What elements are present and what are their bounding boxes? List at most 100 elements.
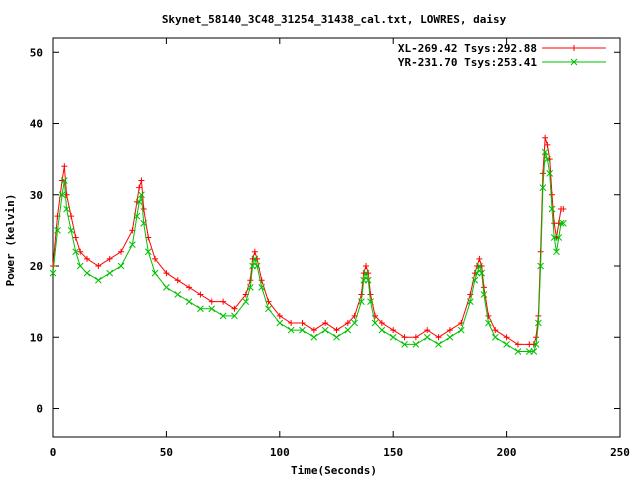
data-point xyxy=(557,219,565,227)
data-point xyxy=(50,263,56,269)
data-point xyxy=(106,269,114,277)
data-point xyxy=(76,262,84,270)
data-point xyxy=(136,184,143,191)
data-point xyxy=(321,326,329,334)
data-point xyxy=(117,262,125,270)
axis-ticks: 0 50 100 150 200 250 0 10 20 30 40 50 xyxy=(30,38,630,459)
data-point xyxy=(72,248,80,256)
data-point xyxy=(197,291,204,298)
data-point xyxy=(133,212,141,220)
data-point xyxy=(251,248,258,255)
data-point xyxy=(457,326,465,334)
data-point xyxy=(251,255,259,263)
data-point xyxy=(163,284,170,291)
data-point xyxy=(372,312,379,319)
data-point xyxy=(299,326,306,334)
data-point xyxy=(247,277,254,284)
series-line xyxy=(52,151,564,352)
data-point xyxy=(58,191,66,199)
data-point xyxy=(288,320,295,326)
data-point xyxy=(492,327,499,334)
data-point xyxy=(537,262,544,270)
data-point xyxy=(351,319,358,327)
data-point xyxy=(371,319,379,327)
x-tick-label: 150 xyxy=(383,446,403,459)
data-point xyxy=(389,333,397,341)
data-point xyxy=(560,206,567,212)
y-tick-label: 50 xyxy=(30,46,43,59)
data-point xyxy=(95,263,102,269)
data-point xyxy=(478,269,486,277)
data-point xyxy=(548,205,556,213)
data-point xyxy=(265,305,272,313)
data-point xyxy=(144,248,152,256)
data-point xyxy=(466,298,474,305)
data-point xyxy=(412,341,420,348)
data-point xyxy=(310,327,317,334)
data-point xyxy=(72,234,79,241)
data-point xyxy=(446,327,453,334)
data-point xyxy=(68,213,75,220)
data-point xyxy=(367,291,374,298)
data-point xyxy=(344,320,351,326)
data-point xyxy=(514,348,522,355)
data-point xyxy=(54,227,61,234)
data-point xyxy=(63,191,70,198)
data-point xyxy=(60,177,68,184)
data-point xyxy=(333,327,340,334)
data-point xyxy=(231,312,238,320)
data-point xyxy=(390,327,397,334)
data-point xyxy=(140,206,147,212)
data-point xyxy=(364,276,372,284)
x-tick-label: 200 xyxy=(497,446,517,459)
y-tick-label: 30 xyxy=(30,189,43,202)
data-point xyxy=(503,341,510,348)
data-point xyxy=(435,334,442,341)
data-point xyxy=(208,298,215,305)
legend-marker xyxy=(571,45,577,51)
data-point xyxy=(197,305,204,313)
data-point xyxy=(242,298,250,305)
data-point xyxy=(299,320,306,326)
data-point xyxy=(544,141,551,148)
data-point xyxy=(401,334,408,341)
data-point xyxy=(378,326,386,334)
data-point xyxy=(546,170,554,177)
data-point xyxy=(208,305,216,313)
y-tick-label: 0 xyxy=(36,403,43,416)
data-point xyxy=(333,333,340,341)
data-point xyxy=(322,320,329,326)
data-point xyxy=(135,198,143,206)
data-point xyxy=(163,270,170,277)
x-tick-label: 100 xyxy=(270,446,290,459)
legend-label-yr: YR-231.70 Tsys:253.41 xyxy=(398,56,537,69)
data-point xyxy=(553,248,560,256)
data-point xyxy=(476,262,483,270)
x-tick-label: 0 xyxy=(50,446,57,459)
data-point xyxy=(310,333,318,341)
data-point xyxy=(138,191,145,199)
data-point xyxy=(559,219,567,227)
data-point xyxy=(367,298,374,305)
plot-frame xyxy=(52,37,621,438)
data-point xyxy=(106,255,113,262)
y-tick-label: 10 xyxy=(30,331,43,344)
data-point xyxy=(467,291,474,298)
data-point xyxy=(539,184,547,191)
x-tick-label: 250 xyxy=(610,446,630,459)
data-point xyxy=(138,177,145,184)
data-point xyxy=(378,320,385,326)
data-point xyxy=(423,333,431,341)
y-axis-label: Power (kelvin) xyxy=(4,194,17,287)
data-point xyxy=(287,326,295,334)
data-point xyxy=(77,248,84,255)
data-point xyxy=(485,312,492,319)
data-point xyxy=(344,326,352,334)
legend-label-xl: XL-269.42 Tsys:292.88 xyxy=(398,42,537,55)
y-tick-label: 20 xyxy=(30,260,43,273)
data-point xyxy=(530,348,538,355)
data-point xyxy=(220,298,227,305)
data-point xyxy=(480,284,487,291)
